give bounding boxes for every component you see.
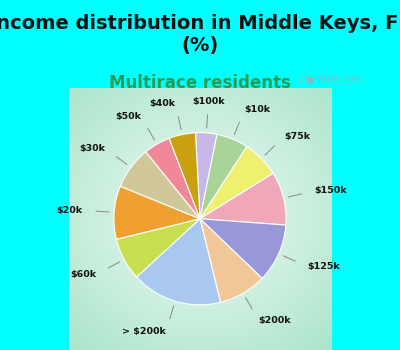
Wedge shape xyxy=(146,138,200,219)
Text: City-Data.com: City-Data.com xyxy=(299,75,363,84)
Wedge shape xyxy=(200,219,286,278)
Wedge shape xyxy=(200,134,247,219)
Text: $50k: $50k xyxy=(115,112,141,121)
Wedge shape xyxy=(137,219,220,305)
Text: $150k: $150k xyxy=(314,186,347,195)
Wedge shape xyxy=(196,133,217,219)
Wedge shape xyxy=(200,219,262,302)
Text: Multirace residents: Multirace residents xyxy=(109,74,291,91)
Wedge shape xyxy=(200,147,273,219)
Text: $75k: $75k xyxy=(284,132,310,141)
Text: $125k: $125k xyxy=(308,262,340,271)
Text: $100k: $100k xyxy=(192,97,225,106)
Wedge shape xyxy=(200,173,286,225)
Wedge shape xyxy=(169,133,200,219)
Wedge shape xyxy=(114,186,200,239)
Text: $200k: $200k xyxy=(259,316,292,325)
Text: $60k: $60k xyxy=(70,270,96,279)
Text: ■: ■ xyxy=(306,75,314,84)
Wedge shape xyxy=(120,152,200,219)
Text: > $200k: > $200k xyxy=(122,327,166,336)
Text: $20k: $20k xyxy=(56,206,83,215)
Text: Income distribution in Middle Keys, FL
(%): Income distribution in Middle Keys, FL (… xyxy=(0,14,400,55)
Wedge shape xyxy=(116,219,200,277)
Text: $10k: $10k xyxy=(244,105,270,114)
Text: $40k: $40k xyxy=(150,99,176,108)
Text: $30k: $30k xyxy=(80,144,106,153)
